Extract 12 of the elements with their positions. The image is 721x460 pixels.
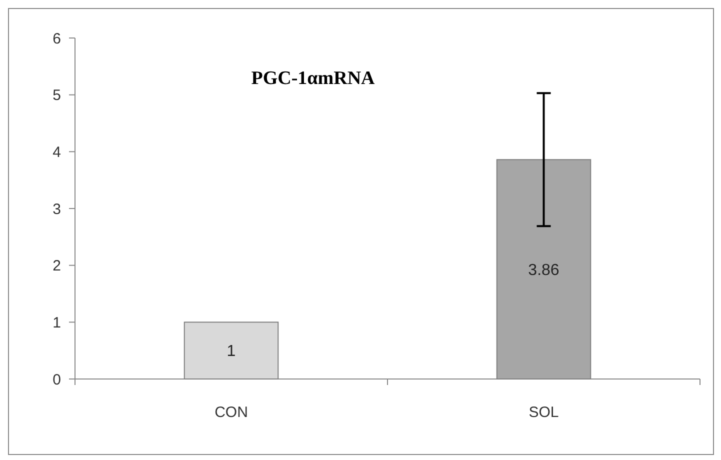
x-tick-label: SOL bbox=[528, 404, 559, 421]
y-tick-label: 3 bbox=[52, 200, 61, 218]
y-tick-label: 1 bbox=[52, 314, 61, 332]
y-tick-label: 4 bbox=[52, 144, 61, 161]
text: PGC-1αmRNA bbox=[251, 68, 376, 89]
data-label: 3.86 bbox=[528, 262, 560, 279]
y-tick-label: 2 bbox=[52, 258, 61, 275]
x-tick-label: CON bbox=[214, 404, 248, 421]
y-tick-label: 6 bbox=[52, 30, 61, 48]
y-tick-label: 0 bbox=[52, 371, 61, 388]
data-label: 1 bbox=[226, 343, 236, 360]
y-tick-label: 5 bbox=[52, 87, 61, 104]
